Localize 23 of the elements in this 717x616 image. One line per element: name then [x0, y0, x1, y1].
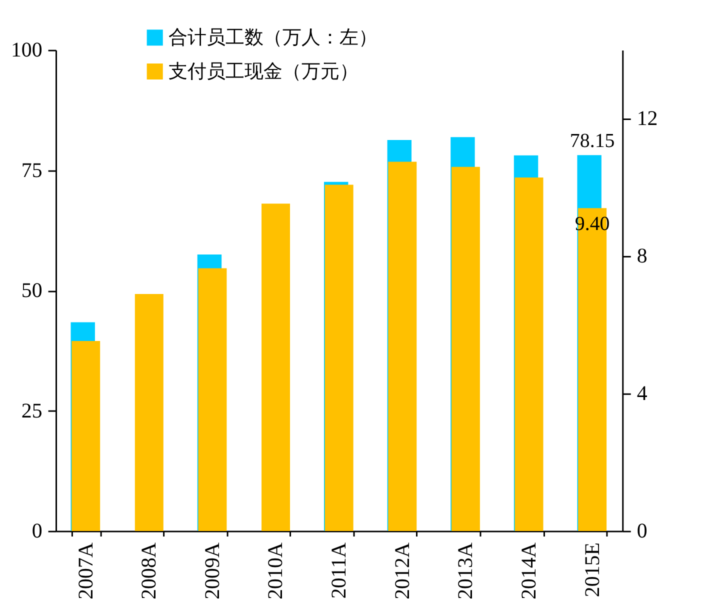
y-tick-label: 50 — [21, 278, 42, 302]
x-tick-label: 2010A — [263, 542, 288, 600]
x-tick-label: 2015E — [580, 542, 604, 598]
x-tick-label: 2007A — [73, 542, 98, 600]
y2-tick-label: 4 — [636, 381, 648, 406]
bar — [134, 294, 164, 532]
y-tick-label: 25 — [21, 398, 42, 422]
x-tick-label: 2012A — [390, 542, 414, 600]
y2-tick-label: 8 — [636, 244, 648, 268]
x-tick-label: 2014A — [516, 542, 540, 600]
legend-label: 支付员工现金（万元） — [168, 61, 358, 82]
x-tick-label: 2008A — [136, 542, 161, 600]
x-tick-label: 2009A — [200, 542, 224, 600]
legend-label: 合计员工数（万人：左） — [168, 28, 378, 49]
bar — [262, 204, 290, 532]
x-tick-label: 2013A — [453, 542, 478, 600]
y-tick-label: 100 — [10, 38, 42, 62]
y-tick-label: 75 — [21, 158, 42, 182]
y2-tick-label: 0 — [636, 518, 648, 543]
y-tick-label: 0 — [32, 518, 42, 543]
data-label: 78.15 — [570, 130, 615, 152]
x-tick-label: 2011A — [326, 542, 351, 599]
y2-tick-label: 12 — [636, 106, 658, 130]
